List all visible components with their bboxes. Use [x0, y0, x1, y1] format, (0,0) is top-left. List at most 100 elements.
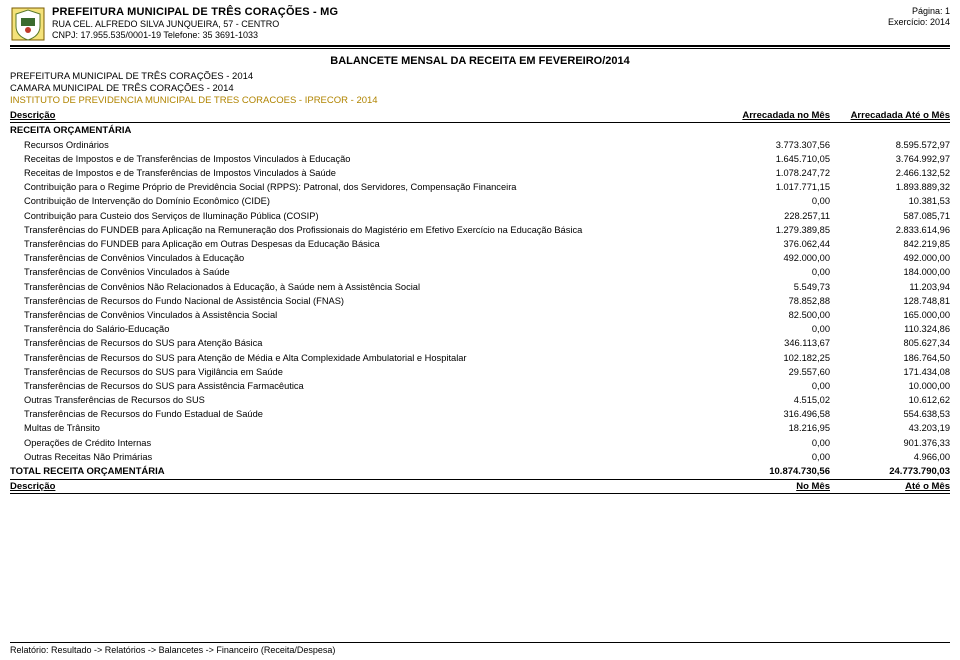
row-ate: 554.638,53 — [830, 409, 950, 419]
row-mes: 18.216,95 — [710, 423, 830, 433]
table-row: Transferências de Convênios Não Relacion… — [10, 280, 950, 294]
row-ate: 186.764,50 — [830, 353, 950, 363]
table-row: Transferências de Recursos do Fundo Esta… — [10, 407, 950, 421]
row-desc: Transferências de Convênios Vinculados à… — [10, 267, 710, 277]
exercicio: Exercício: 2014 — [888, 17, 950, 27]
row-mes: 0,00 — [710, 438, 830, 448]
entity-line: CAMARA MUNICIPAL DE TRÊS CORAÇÕES - 2014 — [10, 83, 950, 95]
section2-headers: Descrição No Mês Até o Mês — [10, 479, 950, 494]
row-desc: Multas de Trânsito — [10, 423, 710, 433]
row-ate: 2.833.614,96 — [830, 225, 950, 235]
row-desc: Transferências de Recursos do SUS para A… — [10, 381, 710, 391]
row-desc: Transferências de Recursos do SUS para A… — [10, 353, 710, 363]
header-rule — [10, 48, 950, 49]
table-row: Contribuição para Custeio dos Serviços d… — [10, 209, 950, 223]
table-row: Receitas de Impostos e de Transferências… — [10, 152, 950, 166]
row-mes: 29.557,60 — [710, 367, 830, 377]
entity-line-highlight: INSTITUTO DE PREVIDENCIA MUNICIPAL DE TR… — [10, 95, 950, 107]
table-row: Transferências de Convênios Vinculados à… — [10, 251, 950, 265]
table-row: Operações de Crédito Internas0,00901.376… — [10, 436, 950, 450]
data-rows: Recursos Ordinários3.773.307,568.595.572… — [10, 138, 950, 464]
row-ate: 43.203,19 — [830, 423, 950, 433]
table-row: Transferências de Convênios Vinculados à… — [10, 308, 950, 322]
row-desc: Contribuição para o Regime Próprio de Pr… — [10, 182, 710, 192]
report-path-footer: Relatório: Resultado -> Relatórios -> Ba… — [10, 642, 950, 655]
sec2-mes: No Mês — [710, 481, 830, 492]
row-ate: 805.627,34 — [830, 338, 950, 348]
row-desc: Operações de Crédito Internas — [10, 438, 710, 448]
row-ate: 901.376,33 — [830, 438, 950, 448]
row-ate: 1.893.889,32 — [830, 182, 950, 192]
row-ate: 4.966,00 — [830, 452, 950, 462]
row-desc: Contribuição para Custeio dos Serviços d… — [10, 211, 710, 221]
row-mes: 346.113,67 — [710, 338, 830, 348]
row-ate: 8.595.572,97 — [830, 140, 950, 150]
row-desc: Transferências de Convênios Vinculados à… — [10, 310, 710, 320]
row-desc: Transferências de Recursos do SUS para V… — [10, 367, 710, 377]
col-header-desc: Descrição — [10, 110, 710, 121]
row-ate: 110.324,86 — [830, 324, 950, 334]
row-ate: 165.000,00 — [830, 310, 950, 320]
row-ate: 11.203,94 — [830, 282, 950, 292]
row-ate: 171.434,08 — [830, 367, 950, 377]
table-row: Contribuição de Intervenção do Domínio E… — [10, 194, 950, 208]
row-mes: 0,00 — [710, 196, 830, 206]
row-mes: 1.645.710,05 — [710, 154, 830, 164]
row-mes: 492.000,00 — [710, 253, 830, 263]
row-mes: 1.017.771,15 — [710, 182, 830, 192]
table-row: Outras Receitas Não Primárias0,004.966,0… — [10, 450, 950, 464]
row-desc: Transferências de Convênios Vinculados à… — [10, 253, 710, 263]
col-header-mes: Arrecadada no Mês — [710, 110, 830, 121]
table-row: Multas de Trânsito18.216,9543.203,19 — [10, 421, 950, 435]
row-desc: Transferências de Recursos do SUS para A… — [10, 338, 710, 348]
row-desc: Receitas de Impostos e de Transferências… — [10, 168, 710, 178]
column-headers: Descrição Arrecadada no Mês Arrecadada A… — [10, 109, 950, 123]
row-ate: 10.381,53 — [830, 196, 950, 206]
row-mes: 4.515,02 — [710, 395, 830, 405]
row-mes: 5.549,73 — [710, 282, 830, 292]
row-mes: 3.773.307,56 — [710, 140, 830, 150]
row-ate: 492.000,00 — [830, 253, 950, 263]
table-row: Outras Transferências de Recursos do SUS… — [10, 393, 950, 407]
row-mes: 0,00 — [710, 324, 830, 334]
total-row: TOTAL RECEITA ORÇAMENTÁRIA 10.874.730,56… — [10, 464, 950, 478]
entities-list: PREFEITURA MUNICIPAL DE TRÊS CORAÇÕES - … — [10, 71, 950, 107]
table-row: Transferências de Recursos do SUS para A… — [10, 350, 950, 364]
table-row: Receitas de Impostos e de Transferências… — [10, 166, 950, 180]
total-ate: 24.773.790,03 — [830, 466, 950, 477]
row-desc: Transferências do FUNDEB para Aplicação … — [10, 239, 710, 249]
row-ate: 128.748,81 — [830, 296, 950, 306]
org-title: PREFEITURA MUNICIPAL DE TRÊS CORAÇÕES - … — [52, 6, 888, 18]
row-ate: 10.612,62 — [830, 395, 950, 405]
row-ate: 587.085,71 — [830, 211, 950, 221]
page-number: Página: 1 — [888, 6, 950, 16]
row-desc: Recursos Ordinários — [10, 140, 710, 150]
org-cnpj-phone: CNPJ: 17.955.535/0001-19 Telefone: 35 36… — [52, 30, 888, 40]
row-mes: 316.496,58 — [710, 409, 830, 419]
table-row: Transferências de Recursos do Fundo Naci… — [10, 294, 950, 308]
row-mes: 78.852,88 — [710, 296, 830, 306]
row-mes: 376.062,44 — [710, 239, 830, 249]
row-desc: Transferência do Salário-Educação — [10, 324, 710, 334]
org-block: PREFEITURA MUNICIPAL DE TRÊS CORAÇÕES - … — [52, 6, 888, 40]
row-ate: 842.219,85 — [830, 239, 950, 249]
row-desc: Outras Transferências de Recursos do SUS — [10, 395, 710, 405]
table-row: Transferências de Convênios Vinculados à… — [10, 265, 950, 279]
section-label: RECEITA ORÇAMENTÁRIA — [10, 125, 950, 136]
table-row: Transferências do FUNDEB para Aplicação … — [10, 223, 950, 237]
row-desc: Transferências de Convênios Não Relacion… — [10, 282, 710, 292]
sec2-desc: Descrição — [10, 481, 710, 492]
row-desc: Transferências de Recursos do Fundo Esta… — [10, 409, 710, 419]
table-row: Transferências de Recursos do SUS para A… — [10, 336, 950, 350]
row-mes: 102.182,25 — [710, 353, 830, 363]
col-header-ate: Arrecadada Até o Mês — [830, 110, 950, 121]
total-mes: 10.874.730,56 — [710, 466, 830, 477]
row-desc: Receitas de Impostos e de Transferências… — [10, 154, 710, 164]
row-mes: 228.257,11 — [710, 211, 830, 221]
table-row: Contribuição para o Regime Próprio de Pr… — [10, 180, 950, 194]
row-mes: 82.500,00 — [710, 310, 830, 320]
table-row: Transferências do FUNDEB para Aplicação … — [10, 237, 950, 251]
row-mes: 1.279.389,85 — [710, 225, 830, 235]
row-mes: 1.078.247,72 — [710, 168, 830, 178]
row-mes: 0,00 — [710, 267, 830, 277]
